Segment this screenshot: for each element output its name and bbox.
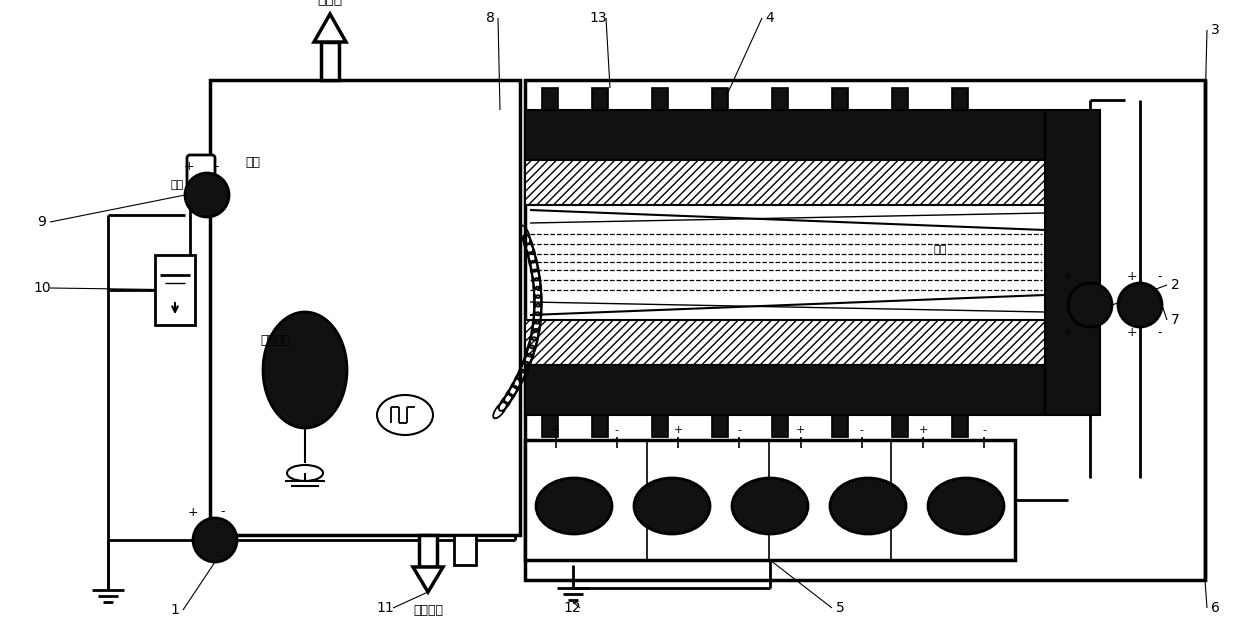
Text: 水冷: 水冷 (934, 245, 946, 255)
Text: -: - (615, 425, 619, 435)
Bar (773, 415, 787, 437)
Ellipse shape (286, 465, 322, 481)
Bar (952, 415, 968, 437)
Ellipse shape (536, 478, 613, 534)
Ellipse shape (1118, 283, 1162, 327)
Bar (832, 88, 848, 110)
Text: 12: 12 (563, 601, 580, 615)
Bar (773, 88, 787, 110)
Bar (155, 255, 195, 325)
Text: +: + (1127, 271, 1137, 284)
Text: -: - (215, 161, 219, 173)
Bar (892, 88, 908, 110)
Text: -: - (982, 425, 986, 435)
Text: 水冷: 水冷 (246, 156, 260, 168)
Text: +: + (796, 425, 805, 435)
Bar (591, 88, 608, 110)
Bar (525, 440, 1016, 560)
Bar (712, 415, 728, 437)
Bar (525, 110, 1045, 160)
Text: 6: 6 (1210, 601, 1219, 615)
Polygon shape (321, 42, 339, 80)
Text: -: - (221, 506, 226, 518)
Ellipse shape (193, 518, 237, 562)
Text: +: + (673, 425, 683, 435)
Polygon shape (454, 535, 476, 565)
Text: +: + (187, 506, 198, 518)
Ellipse shape (634, 478, 711, 534)
Text: -: - (145, 285, 149, 295)
Text: 7: 7 (1171, 313, 1179, 327)
Text: +: + (184, 161, 195, 173)
Polygon shape (413, 567, 443, 592)
Text: +: + (1127, 326, 1137, 339)
Ellipse shape (1068, 283, 1112, 327)
Text: 水冷: 水冷 (170, 180, 184, 190)
Text: 3: 3 (1210, 23, 1219, 37)
Text: 抽真空: 抽真空 (317, 0, 342, 6)
Bar (525, 365, 1045, 415)
FancyBboxPatch shape (187, 155, 215, 196)
Text: 2: 2 (1171, 278, 1179, 292)
Ellipse shape (830, 478, 906, 534)
Text: -: - (1158, 326, 1162, 339)
Bar (542, 415, 558, 437)
Bar (832, 415, 848, 437)
Bar (712, 88, 728, 110)
Text: 11: 11 (376, 601, 394, 615)
Text: +: + (1063, 326, 1074, 339)
Polygon shape (314, 14, 346, 42)
Text: 基体工件: 基体工件 (260, 333, 290, 346)
Text: -: - (859, 425, 864, 435)
Text: 9: 9 (37, 215, 46, 229)
Text: -: - (1158, 271, 1162, 284)
Ellipse shape (377, 395, 433, 435)
Text: 4: 4 (765, 11, 774, 25)
Text: +: + (551, 425, 560, 435)
Bar (210, 80, 520, 535)
Text: -: - (738, 425, 742, 435)
Text: 5: 5 (836, 601, 844, 615)
Text: 1: 1 (171, 603, 180, 617)
Bar (952, 88, 968, 110)
Ellipse shape (732, 478, 808, 534)
Bar (525, 320, 1045, 365)
Bar (1045, 110, 1100, 415)
Ellipse shape (928, 478, 1004, 534)
Ellipse shape (185, 173, 229, 217)
Bar (652, 415, 668, 437)
Text: -: - (1096, 326, 1100, 339)
Bar (525, 80, 1205, 580)
Bar (892, 415, 908, 437)
Text: 10: 10 (33, 281, 51, 295)
Text: 反应气体: 反应气体 (413, 604, 443, 616)
Bar (591, 415, 608, 437)
Text: 8: 8 (486, 11, 495, 25)
Bar (652, 88, 668, 110)
Bar (542, 88, 558, 110)
Bar (525, 160, 1045, 205)
Text: +: + (1063, 271, 1074, 284)
Ellipse shape (263, 312, 347, 428)
Polygon shape (419, 535, 436, 567)
Text: 13: 13 (589, 11, 606, 25)
Text: +: + (919, 425, 928, 435)
Text: -: - (1096, 271, 1100, 284)
